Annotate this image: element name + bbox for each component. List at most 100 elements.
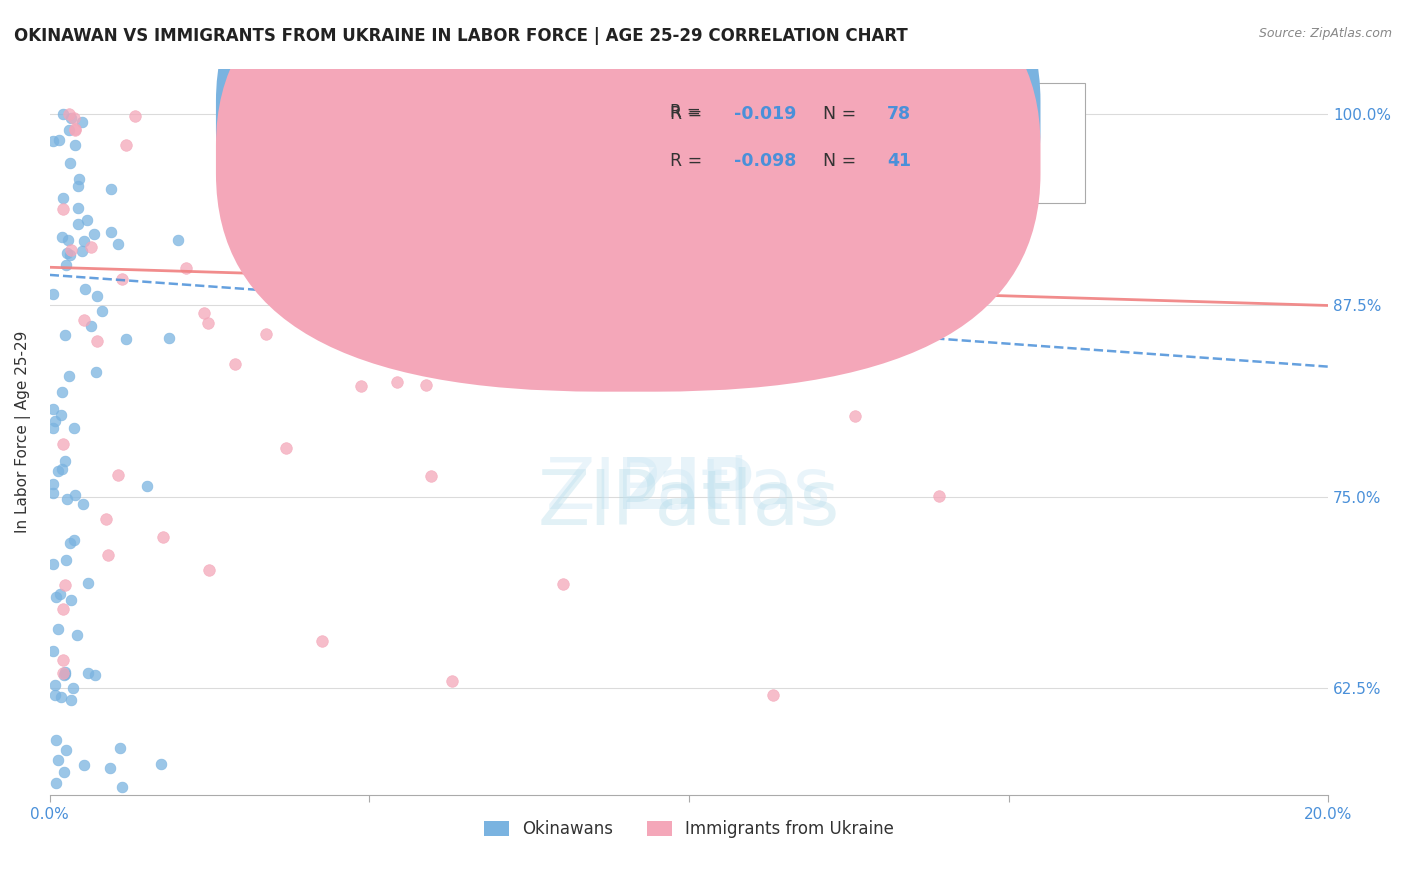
Point xyxy=(77,576,100,591)
Point xyxy=(136,479,159,493)
Point xyxy=(928,489,950,503)
Point xyxy=(51,462,73,476)
Point xyxy=(246,179,269,194)
Point xyxy=(193,306,215,320)
Point xyxy=(98,761,121,775)
Point xyxy=(56,492,79,507)
Point xyxy=(42,557,65,571)
Point xyxy=(55,258,77,272)
Point xyxy=(86,334,108,348)
Point xyxy=(239,148,262,162)
Text: N =: N = xyxy=(823,152,862,169)
Point xyxy=(51,385,73,400)
Point xyxy=(42,644,65,658)
Point xyxy=(311,634,333,648)
Point xyxy=(441,673,464,688)
Text: -0.098: -0.098 xyxy=(734,152,796,169)
Point xyxy=(70,244,93,259)
Point xyxy=(60,593,83,607)
Point xyxy=(42,134,65,148)
Point xyxy=(42,421,65,435)
Point xyxy=(415,378,437,392)
Point xyxy=(100,182,122,196)
Text: 78: 78 xyxy=(887,104,911,122)
Point xyxy=(48,753,70,767)
Point xyxy=(42,286,65,301)
Point xyxy=(84,365,107,379)
FancyBboxPatch shape xyxy=(574,83,1085,202)
Point xyxy=(44,677,66,691)
Point xyxy=(198,563,221,577)
Point xyxy=(100,225,122,239)
Text: R =: R = xyxy=(669,103,706,121)
Point xyxy=(42,476,65,491)
Point xyxy=(506,251,529,265)
Text: 41: 41 xyxy=(887,152,911,169)
Point xyxy=(110,741,132,756)
Text: ZIPatlas: ZIPatlas xyxy=(537,467,841,541)
Point xyxy=(51,653,73,667)
Y-axis label: In Labor Force | Age 25-29: In Labor Force | Age 25-29 xyxy=(15,330,31,533)
Point xyxy=(58,368,80,383)
Point xyxy=(67,171,90,186)
Point xyxy=(59,243,82,257)
Point xyxy=(124,109,146,123)
Point xyxy=(96,511,118,525)
Point xyxy=(150,757,173,772)
Point xyxy=(844,409,866,424)
Point xyxy=(49,690,72,704)
Point xyxy=(53,327,76,342)
Text: N =: N = xyxy=(823,104,862,122)
Point xyxy=(42,402,65,417)
Point xyxy=(72,497,94,511)
Point xyxy=(51,230,73,244)
Point xyxy=(65,138,87,153)
Point xyxy=(65,488,87,502)
Point xyxy=(167,234,190,248)
Point xyxy=(224,357,246,371)
Point xyxy=(65,122,87,136)
Point xyxy=(49,587,72,601)
Point xyxy=(152,530,174,544)
FancyBboxPatch shape xyxy=(217,0,1040,348)
Point xyxy=(869,122,891,136)
Point xyxy=(58,107,80,121)
Point xyxy=(350,379,373,393)
Point xyxy=(51,409,73,423)
Point xyxy=(51,666,73,681)
Text: R =: R = xyxy=(669,152,707,169)
Point xyxy=(56,246,79,260)
Point xyxy=(73,313,96,327)
Point xyxy=(56,234,79,248)
Point xyxy=(51,602,73,616)
Text: Source: ZipAtlas.com: Source: ZipAtlas.com xyxy=(1258,27,1392,40)
Point xyxy=(42,486,65,500)
Point xyxy=(44,688,66,702)
Point xyxy=(157,331,180,345)
Point xyxy=(75,282,97,296)
Point xyxy=(67,178,90,193)
Point xyxy=(254,326,277,341)
Text: OKINAWAN VS IMMIGRANTS FROM UKRAINE IN LABOR FORCE | AGE 25-29 CORRELATION CHART: OKINAWAN VS IMMIGRANTS FROM UKRAINE IN L… xyxy=(14,27,908,45)
Point xyxy=(97,549,120,563)
Point xyxy=(62,681,84,695)
Text: -0.019: -0.019 xyxy=(734,104,796,122)
Point xyxy=(58,122,80,136)
Point xyxy=(86,288,108,302)
Point xyxy=(48,133,70,147)
Point xyxy=(45,591,67,605)
Point xyxy=(387,375,409,389)
Point xyxy=(287,310,309,324)
Point xyxy=(53,454,76,468)
Point xyxy=(174,260,197,275)
Point xyxy=(60,693,83,707)
Point xyxy=(115,138,138,153)
Point xyxy=(551,577,574,591)
Point xyxy=(90,304,112,318)
Point xyxy=(77,666,100,681)
Point xyxy=(55,743,77,757)
Point xyxy=(762,689,785,703)
Text: R =  -0.019   N = 78: R = -0.019 N = 78 xyxy=(669,103,870,121)
Text: R =: R = xyxy=(669,104,707,122)
Point xyxy=(925,307,948,321)
